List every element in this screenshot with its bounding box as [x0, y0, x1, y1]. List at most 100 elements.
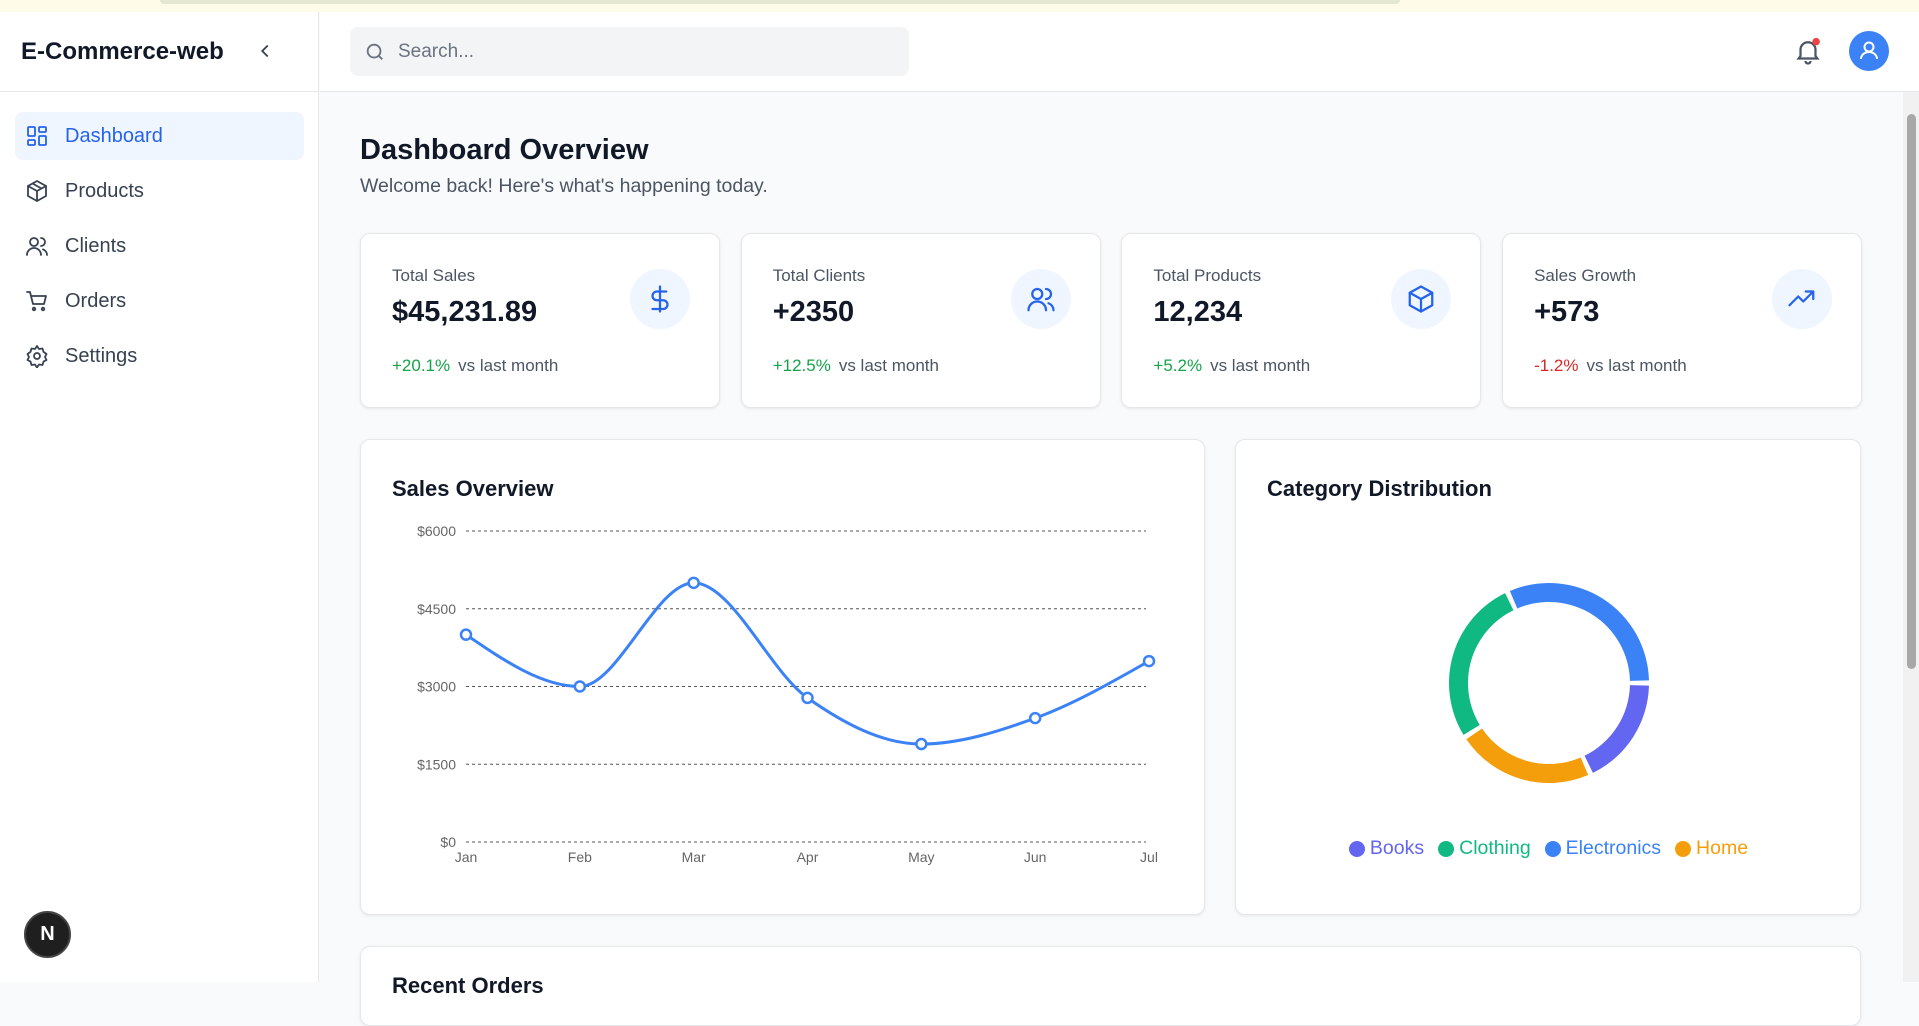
stat-change-row: +12.5% vs last month: [773, 356, 939, 376]
stat-note: vs last month: [458, 356, 559, 375]
line: [465, 581, 1150, 746]
notification-bell[interactable]: [1793, 36, 1823, 66]
stat-label: Total Products: [1153, 266, 1262, 285]
legend-item: Home: [1675, 837, 1748, 860]
point: [573, 680, 587, 693]
y-tick-label: $0: [440, 834, 456, 850]
y-tick-label: $6000: [417, 523, 456, 539]
browser-strip: [0, 0, 1919, 12]
legend: Electronics Clothing Home Books: [1236, 837, 1861, 860]
nav-item[interactable]: Orders: [15, 277, 304, 325]
legend-swatch: [1438, 840, 1455, 857]
icon: [1409, 285, 1434, 313]
stat-change: +12.5%: [772, 356, 831, 375]
strip-bar: [160, 0, 1400, 4]
nav-label: Dashboard: [65, 124, 163, 147]
stat-change: +20.1%: [392, 356, 451, 375]
legend-swatch: [1675, 840, 1692, 857]
category-card: Category Distribution Electronics Clothin…: [1235, 439, 1861, 915]
search-icon: [366, 43, 383, 60]
collapse-button[interactable]: [254, 40, 276, 62]
x-tick-label: May: [908, 849, 934, 865]
stat-note: vs last month: [1210, 356, 1311, 375]
nav-label: Products: [65, 179, 144, 202]
pie-chart: [1449, 583, 1649, 783]
stat-note: vs last month: [838, 356, 939, 375]
sales-card: Sales Overview $0 $1500 $3000 $4500 $6000 Jan…: [360, 439, 1205, 915]
stat-icon: [630, 269, 690, 329]
icon: [27, 180, 47, 202]
page-subtitle: Welcome back! Here's what's happening to…: [360, 175, 768, 197]
point: [915, 737, 928, 751]
stat-icon: [1010, 269, 1071, 329]
stat-change-row: +5.2% vs last month: [1153, 356, 1310, 376]
stat-change: -1.2%: [1534, 356, 1579, 375]
user-avatar[interactable]: [1849, 31, 1889, 71]
orders-title: Recent Orders: [392, 973, 544, 998]
stat-value: +2350: [772, 296, 855, 328]
nav-item[interactable]: Products: [15, 167, 304, 215]
stat-note: vs last month: [1586, 356, 1687, 375]
stat-card: Total Products 12,234 +5.2% vs last month: [1121, 233, 1482, 408]
brand: E-Commerce-web: [21, 38, 224, 65]
x-tick-label: Jul: [1140, 849, 1158, 865]
search-placeholder: Search...: [398, 40, 475, 62]
icon: [26, 345, 48, 368]
point: [1028, 711, 1042, 725]
search-box[interactable]: Search...: [350, 27, 909, 76]
legend-item: Clothing: [1438, 837, 1531, 860]
icon: [26, 237, 48, 256]
scroll-thumb[interactable]: [1907, 114, 1916, 669]
x-tick-label: Mar: [682, 849, 706, 865]
legend-item: Books: [1348, 837, 1425, 860]
stat-icon: [1391, 269, 1452, 329]
x-tick-label: Jan: [455, 849, 478, 865]
nav-label: Clients: [65, 234, 127, 257]
dev-badge[interactable]: N: [24, 911, 71, 958]
nav-item[interactable]: Clients: [15, 222, 304, 270]
icon: [1788, 290, 1815, 307]
point: [687, 576, 700, 590]
line-chart: $0 $1500 $3000 $4500 $6000 Jan Feb Mar Apr May Jun…: [417, 523, 1158, 865]
legend-label: Books: [1369, 837, 1425, 859]
legend-swatch: [1544, 840, 1561, 857]
stat-card: Sales Growth +573 -1.2% vs last month: [1502, 233, 1863, 408]
pie-slice: [1466, 728, 1589, 783]
legend-swatch: [1348, 840, 1365, 857]
point: [1142, 654, 1156, 668]
stat-value: +573: [1534, 296, 1600, 328]
y-tick-label: $1500: [417, 756, 456, 772]
nav-item[interactable]: Settings: [15, 332, 304, 380]
stat-change-row: +20.1% vs last month: [392, 356, 558, 376]
icon: [1027, 287, 1055, 312]
divider: [0, 91, 319, 92]
stat-label: Total Clients: [772, 266, 866, 285]
legend-label: Electronics: [1565, 837, 1662, 859]
stat-value: $45,231.89: [392, 296, 538, 328]
nav-item[interactable]: Dashboard: [15, 112, 304, 160]
stat-value: 12,234: [1153, 296, 1243, 328]
pie-slice: [1509, 583, 1649, 681]
stat-label: Total Sales: [392, 266, 476, 285]
icon: [27, 126, 47, 146]
icon: [26, 291, 47, 312]
chart-title: Sales Overview: [392, 476, 554, 501]
pie-slice: [1449, 593, 1514, 735]
stat-change: +5.2%: [1153, 356, 1203, 375]
stat-label: Sales Growth: [1534, 266, 1637, 285]
x-tick-label: Feb: [568, 849, 592, 865]
nav-label: Settings: [65, 344, 138, 367]
scrollbar[interactable]: [1903, 92, 1919, 982]
legend-item: Electronics: [1544, 837, 1662, 860]
stat-card: Total Clients +2350 +12.5% vs last month: [740, 233, 1101, 408]
stat-change-row: -1.2% vs last month: [1534, 356, 1687, 376]
page-title: Dashboard Overview: [360, 134, 649, 166]
icon: [651, 285, 669, 313]
x-tick-label: Jun: [1024, 849, 1047, 865]
nav-label: Orders: [65, 289, 127, 312]
point: [801, 691, 814, 705]
point: [459, 628, 473, 641]
stat-card: Total Sales $45,231.89 +20.1% vs last month: [360, 233, 720, 408]
sidebar: E-Commerce-web Dashboard Products Clients O…: [0, 12, 319, 982]
